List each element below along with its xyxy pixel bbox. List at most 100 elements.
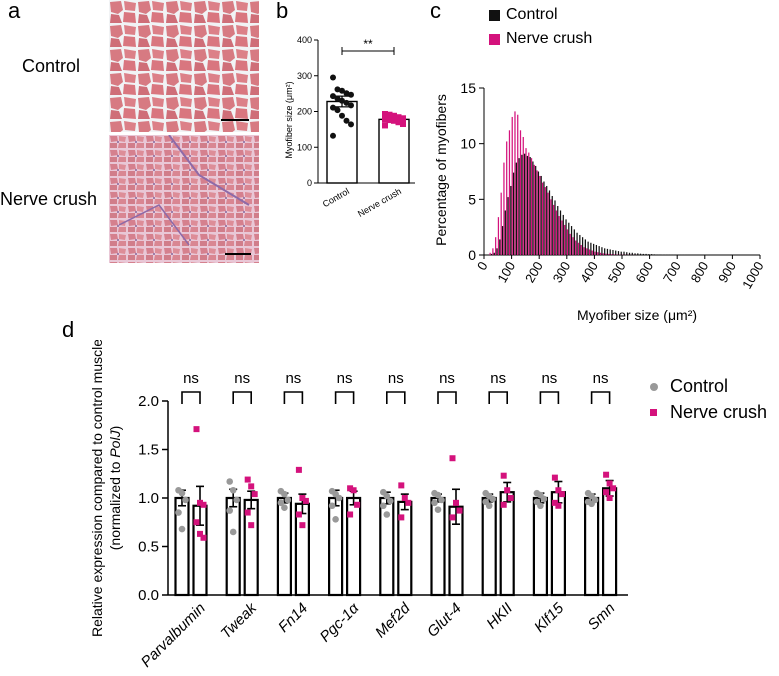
relative-expression-bar-chart: Relative expression compared to control …	[89, 340, 628, 671]
d-bar-crush	[294, 502, 310, 597]
panel-label-c: c	[430, 0, 441, 23]
c-bar-control	[604, 248, 606, 255]
c-bar-crush	[586, 248, 588, 255]
d-point-control	[485, 502, 493, 510]
panel-label-a: a	[8, 0, 21, 23]
b-significance: **	[341, 37, 395, 55]
c-bar-control	[565, 219, 567, 255]
c-bar-control	[499, 239, 501, 255]
d-x-tick-label: Fn14	[275, 600, 311, 636]
d-point-crush	[606, 480, 613, 487]
c-x-tick-label: 100	[494, 259, 518, 285]
c-bar-control	[593, 243, 595, 255]
b-y-tick-label: 0	[307, 178, 312, 188]
panel-label-d: d	[62, 317, 75, 342]
c-bar-control	[537, 171, 540, 255]
d-point-control	[226, 478, 233, 485]
c-bar-control	[568, 222, 570, 255]
d-y-tick-label: 0.0	[138, 587, 159, 604]
c-legend-crush: Nerve crush	[489, 30, 592, 48]
d-point-crush	[398, 514, 405, 521]
c-x-tick-label: 400	[577, 259, 601, 285]
d-significance-bracket	[334, 391, 355, 404]
b-point-crush	[395, 114, 402, 121]
c-bar-control	[653, 254, 655, 255]
d-point-crush	[248, 483, 255, 490]
c-bar-crush	[536, 170, 538, 255]
d-bars	[174, 426, 618, 597]
c-bar-control	[557, 206, 559, 255]
d-point-crush	[500, 501, 507, 508]
c-bar-crush	[495, 237, 497, 255]
d-point-crush	[200, 501, 207, 508]
c-bar-control	[612, 249, 614, 255]
c-bar-crush	[561, 220, 563, 255]
c-bar-control	[639, 253, 642, 255]
c-bar-control	[581, 237, 584, 255]
d-y-axis-label-line1: Relative expression compared to control …	[89, 340, 105, 637]
c-bar-control	[628, 252, 631, 255]
c-bars	[489, 111, 689, 256]
c-bar-control	[659, 254, 661, 255]
d-significance-label: ns	[593, 370, 609, 387]
c-x-tick-label: 500	[605, 259, 629, 285]
d-point-control	[284, 496, 292, 504]
c-bar-crush	[519, 130, 522, 255]
c-legend-control: Control	[489, 6, 558, 24]
b-point-control	[343, 117, 350, 124]
c-bar-control	[620, 251, 622, 255]
c-x-tick-label: 700	[660, 259, 684, 285]
d-point-crush	[449, 514, 456, 521]
c-bar-crush	[616, 254, 618, 255]
c-bar-crush	[522, 136, 524, 255]
d-point-control	[431, 499, 438, 507]
c-bar-control	[656, 254, 658, 255]
d-point-crush	[299, 495, 306, 501]
c-bar-control	[562, 214, 564, 255]
d-legend-control: Control	[650, 376, 728, 397]
d-significance-bracket	[232, 391, 252, 404]
c-bar-crush	[558, 216, 560, 255]
c-bar-control	[642, 253, 644, 255]
b-y-tick-label: 300	[297, 71, 312, 81]
d-point-crush	[295, 511, 302, 518]
c-bar-control	[526, 155, 529, 255]
d-significance-label: ns	[490, 370, 506, 387]
d-significance-bracket	[283, 391, 304, 404]
c-bar-control	[626, 252, 628, 255]
c-bar-control	[540, 175, 542, 255]
d-point-control	[588, 500, 595, 508]
d-point-crush	[295, 466, 302, 473]
c-x-tick-label: 800	[688, 259, 712, 285]
b-y-axis: 0 100 200 300 400	[297, 35, 415, 188]
d-point-control	[380, 502, 387, 510]
c-x-tick-label: 1000	[739, 259, 766, 292]
c-bar-control	[532, 161, 534, 255]
d-point-control	[281, 490, 288, 498]
d-x-tick-label: Smn	[585, 600, 619, 634]
c-bar-control	[570, 226, 573, 255]
d-x-tick-label: Tweak	[218, 599, 262, 643]
c-bar-crush	[550, 199, 552, 255]
b-bar	[378, 118, 410, 184]
d-x-tick-label: Klf15	[531, 599, 568, 636]
d-y-tick-label: 1.0	[138, 490, 159, 507]
c-bar-control	[615, 250, 617, 255]
d-point-control	[434, 506, 442, 513]
c-bar-control	[617, 251, 620, 255]
c-bar-crush	[594, 251, 596, 255]
c-bar-crush	[528, 152, 530, 255]
c-bar-control	[650, 254, 653, 255]
c-x-tick-label: 300	[550, 259, 574, 285]
myofiber-size-bar-chart: Myofiber size (μm²) 0 100 200 300 400 ** Con…	[284, 35, 415, 219]
d-bar-crush	[601, 487, 618, 597]
d-point-control	[182, 496, 189, 504]
d-point-crush	[610, 485, 617, 492]
c-bar-crush	[555, 210, 558, 255]
d-point-crush	[603, 471, 610, 478]
c-bar-control	[524, 153, 526, 255]
c-legend-control-label: Control	[506, 6, 558, 23]
c-bar-control	[637, 253, 639, 255]
b-point-crush	[386, 117, 393, 124]
